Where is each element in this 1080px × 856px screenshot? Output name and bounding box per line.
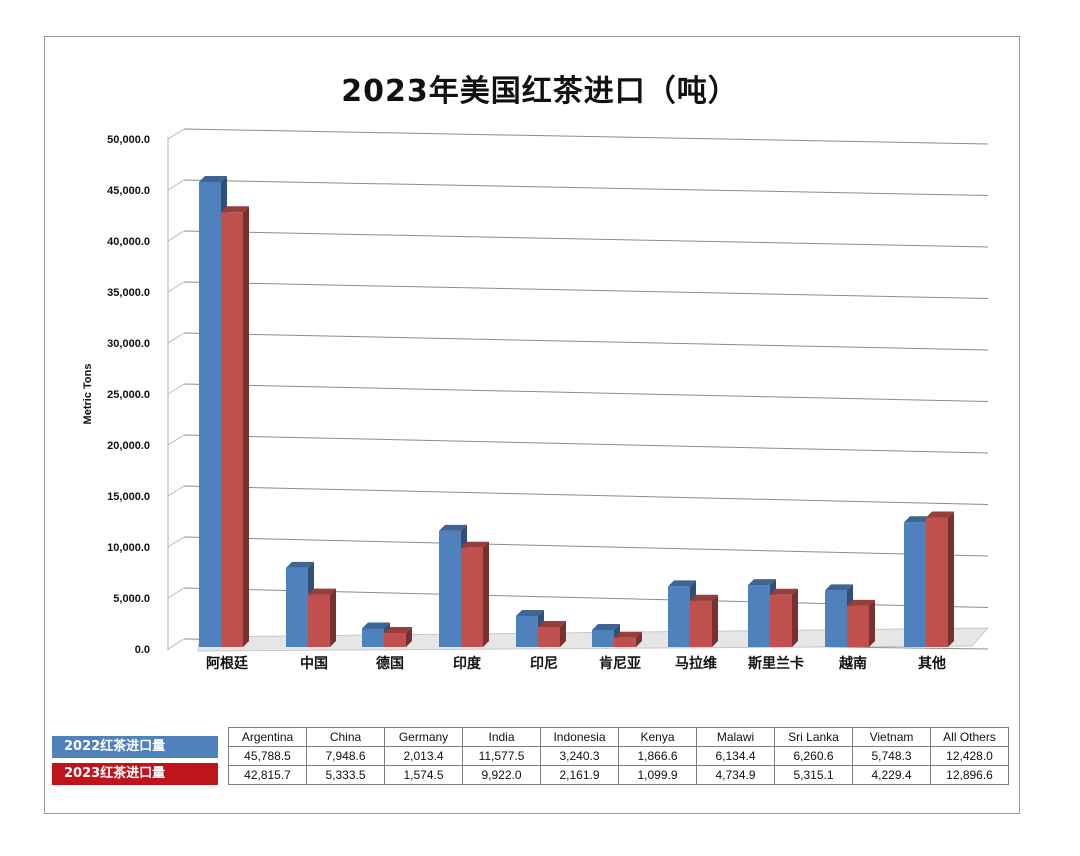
gridline [183, 434, 989, 454]
table-cell: 3,240.3 [540, 746, 619, 766]
table-header-cell: Vietnam [852, 727, 931, 747]
table-cell: 9,922.0 [462, 765, 541, 785]
legend-2023-label: 2023红茶进口量 [64, 766, 166, 781]
x-tick-label: 德国 [376, 655, 404, 672]
x-tick-label: 阿根廷 [206, 655, 249, 672]
gridline [183, 383, 989, 402]
x-tick-label: 斯里兰卡 [748, 655, 804, 672]
x-tick-label: 印尼 [530, 655, 558, 672]
table-cell: 4,734.9 [696, 765, 775, 785]
y-tick-label: 40,000.0 [107, 236, 150, 248]
table-cell: 5,748.3 [852, 746, 931, 766]
table-header-cell: Germany [384, 727, 463, 747]
bar-2023-8 [847, 599, 875, 647]
table-cell: 45,788.5 [228, 746, 307, 766]
gridline-tick [167, 230, 185, 242]
y-tick-label: 35,000.0 [107, 287, 150, 299]
gridline-tick [167, 281, 185, 293]
table-cell: 1,866.6 [618, 746, 697, 766]
gridline-tick [167, 383, 185, 395]
y-tick-label: 25,000.0 [107, 389, 150, 401]
table-cell: 7,948.6 [306, 746, 385, 766]
gridline [183, 332, 989, 351]
legend-2023: 2023红茶进口量 [52, 763, 218, 785]
bar-2023-9 [926, 511, 954, 647]
x-tick-label: 马拉维 [675, 655, 717, 672]
bar-2023-2 [384, 626, 412, 647]
table-cell: 12,896.6 [930, 765, 1009, 785]
legend-2022-label: 2022红茶进口量 [64, 739, 166, 754]
gridline-tick [167, 536, 185, 548]
table-cell: 6,134.4 [696, 746, 775, 766]
bar-2023-3 [461, 541, 489, 647]
table-header-cell: China [306, 727, 385, 747]
table-header-cell: India [462, 727, 541, 747]
gridline [183, 230, 989, 248]
gridline [183, 536, 989, 557]
y-tick-label: 5,000.0 [113, 593, 150, 605]
gridline-tick [167, 434, 185, 446]
gridline [183, 128, 989, 145]
gridline [183, 485, 989, 505]
chart-title: 2023年美国红茶进口（吨） [341, 74, 739, 109]
gridline-tick [167, 179, 185, 191]
y-tick-label: 50,000.0 [107, 134, 150, 146]
table-header-row: Argentina China Germany India Indonesia Kenya… [228, 727, 1009, 747]
gridline-tick [167, 485, 185, 497]
table-header-cell: All Others [930, 727, 1009, 747]
table-header-cell: Kenya [618, 727, 697, 747]
gridline-tick [167, 638, 185, 650]
table-header-cell: Indonesia [540, 727, 619, 747]
gridline-tick [167, 587, 185, 599]
y-tick-label: 20,000.0 [107, 440, 150, 452]
table-cell: 11,577.5 [462, 746, 541, 766]
bar-2023-6 [690, 594, 718, 647]
table-cell: 1,099.9 [618, 765, 697, 785]
x-tick-label: 越南 [838, 655, 867, 672]
table-cell: 2,161.9 [540, 765, 619, 785]
y-tick-label: 10,000.0 [107, 542, 150, 554]
table-header-cell: Malawi [696, 727, 775, 747]
table-cell: 1,574.5 [384, 765, 463, 785]
table-row: 42,815.7 5,333.5 1,574.5 9,922.0 2,161.9 1,09… [228, 765, 1009, 785]
y-tick-label: 45,000.0 [107, 185, 150, 197]
gridline-tick [167, 128, 185, 140]
table-cell: 6,260.6 [774, 746, 853, 766]
bar-2023-7 [770, 588, 798, 647]
y-tick-label: 15,000.0 [107, 491, 150, 503]
x-tick-label: 肯尼亚 [599, 655, 641, 672]
bar-2023-0 [221, 206, 249, 648]
data-table: Argentina China Germany India Indonesia Kenya… [228, 727, 1009, 785]
bar-2023-5 [614, 631, 642, 647]
table-row: 45,788.5 7,948.6 2,013.4 11,577.5 3,240.3 1,8… [228, 746, 1009, 766]
table-cell: 4,229.4 [852, 765, 931, 785]
table-cell: 2,013.4 [384, 746, 463, 766]
x-tick-label: 其他 [918, 655, 946, 672]
legend-2022: 2022红茶进口量 [52, 736, 218, 758]
bar-2023-1 [308, 588, 336, 647]
x-tick-label: 中国 [300, 655, 328, 672]
y-tick-label: 30,000.0 [107, 338, 150, 350]
table-cell: 42,815.7 [228, 765, 307, 785]
bar-2023-4 [538, 620, 566, 647]
table-header-cell: Argentina [228, 727, 307, 747]
table-header-cell: Sri Lanka [774, 727, 853, 747]
gridline [183, 281, 989, 299]
table-cell: 12,428.0 [930, 746, 1009, 766]
table-cell: 5,333.5 [306, 765, 385, 785]
gridline-tick [167, 332, 185, 344]
gridline [183, 179, 989, 196]
y-tick-label: 0.0 [135, 644, 150, 656]
table-cell: 5,315.1 [774, 765, 853, 785]
x-tick-label: 印度 [453, 655, 482, 672]
